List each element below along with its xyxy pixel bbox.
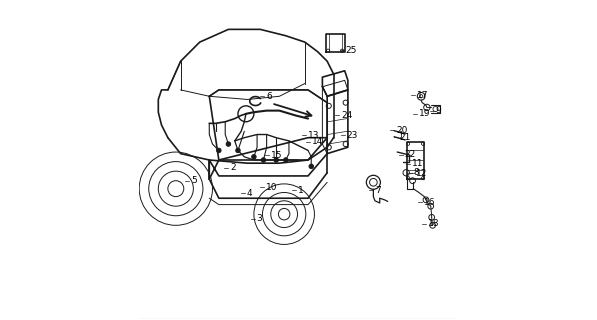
- Text: 13: 13: [308, 131, 319, 140]
- Text: 22: 22: [404, 150, 416, 159]
- Text: 24: 24: [341, 111, 352, 120]
- Text: 5: 5: [191, 176, 196, 185]
- Circle shape: [284, 158, 288, 162]
- Text: 18: 18: [427, 219, 439, 228]
- Text: 20: 20: [396, 126, 407, 135]
- Text: 14: 14: [312, 137, 323, 146]
- Text: 19: 19: [419, 109, 430, 118]
- Text: 2: 2: [230, 164, 236, 172]
- Circle shape: [252, 155, 256, 159]
- Circle shape: [309, 164, 313, 169]
- Text: 15: 15: [271, 151, 282, 160]
- Circle shape: [236, 148, 240, 153]
- Text: 8: 8: [413, 168, 419, 177]
- Text: 25: 25: [346, 45, 357, 55]
- Circle shape: [274, 158, 278, 162]
- Text: 6: 6: [266, 92, 272, 101]
- Text: 10: 10: [266, 183, 278, 192]
- Circle shape: [261, 158, 266, 162]
- Text: 1: 1: [298, 186, 304, 195]
- Text: 12: 12: [416, 169, 427, 178]
- Text: 16: 16: [424, 197, 435, 206]
- Text: 7: 7: [375, 186, 381, 195]
- Text: 3: 3: [257, 214, 262, 223]
- Text: 21: 21: [400, 132, 411, 141]
- Text: 4: 4: [247, 189, 253, 198]
- Text: 11: 11: [412, 159, 423, 168]
- Text: 9: 9: [435, 106, 441, 115]
- Text: 23: 23: [346, 131, 358, 140]
- Circle shape: [217, 148, 221, 153]
- Text: 17: 17: [417, 91, 429, 100]
- Circle shape: [226, 142, 230, 146]
